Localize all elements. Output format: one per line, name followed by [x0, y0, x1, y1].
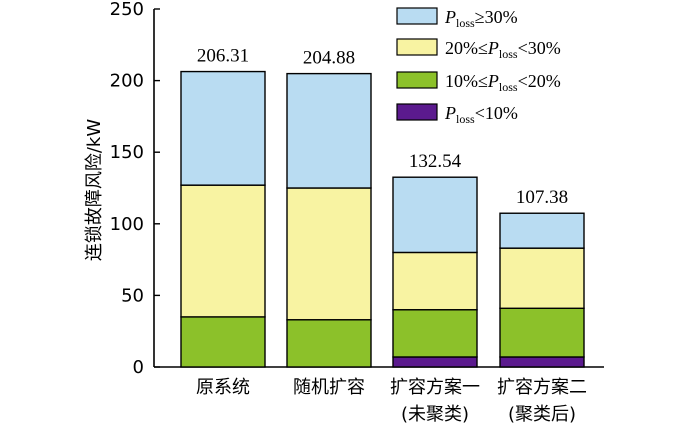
bars: [180, 70, 585, 368]
x-tick-label: (聚类后): [508, 404, 576, 425]
legend-label: 10%≤Ploss<20%: [445, 71, 561, 94]
y-tick-label: 50: [121, 285, 144, 306]
legend-label: Ploss≥30%: [444, 7, 518, 30]
legend-label: Ploss<10%: [444, 103, 518, 126]
bar-segment: [392, 176, 478, 254]
bar-segment: [392, 356, 478, 368]
bar-segment: [286, 319, 372, 368]
legend-swatch: [396, 71, 438, 89]
x-tick-label: (未聚类): [401, 404, 469, 425]
bar-segment: [499, 356, 585, 368]
legend: Ploss≥30% 20%≤Ploss<30% 10%≤Ploss<20% Ploss…: [396, 7, 561, 126]
y-tick-label: 100: [110, 214, 144, 235]
x-tick-labels: 原系统 随机扩容 扩容方案一 (未聚类) 扩容方案二 (聚类后): [196, 377, 587, 425]
y-axis-label: 连锁故障风险/kW: [84, 119, 105, 261]
x-tick-label: 扩容方案一: [390, 377, 480, 398]
bar-segment: [392, 309, 478, 358]
total-label: 107.38: [516, 187, 568, 208]
bar-segment: [392, 251, 478, 311]
bar-segment: [180, 184, 266, 318]
bar-segment: [499, 307, 585, 358]
x-tick-label: 原系统: [196, 377, 250, 398]
bar-segment: [286, 187, 372, 321]
total-label: 132.54: [409, 151, 462, 172]
y-tick-label: 200: [110, 71, 144, 92]
axes: 0 50 100 150 200 250 连锁故障风险/kW: [84, 0, 604, 378]
bar-segment: [286, 72, 372, 189]
y-tick-label: 150: [110, 142, 144, 163]
total-label: 206.31: [197, 46, 249, 67]
bar-segment: [180, 70, 266, 186]
bar-segment: [180, 316, 266, 368]
bar-segment: [499, 247, 585, 309]
x-tick-label: 随机扩容: [293, 377, 365, 398]
y-tick-label: 250: [110, 0, 144, 20]
y-tick-label: 0: [133, 357, 144, 378]
total-label: 204.88: [303, 48, 355, 69]
legend-swatch: [396, 7, 438, 25]
legend-swatch: [396, 103, 438, 121]
legend-label: 20%≤Ploss<30%: [445, 38, 561, 61]
legend-swatch: [396, 38, 438, 56]
bar-segment: [499, 212, 585, 249]
total-labels: 206.31 204.88 132.54 107.38: [197, 46, 568, 209]
x-tick-label: 扩容方案二: [497, 377, 587, 398]
